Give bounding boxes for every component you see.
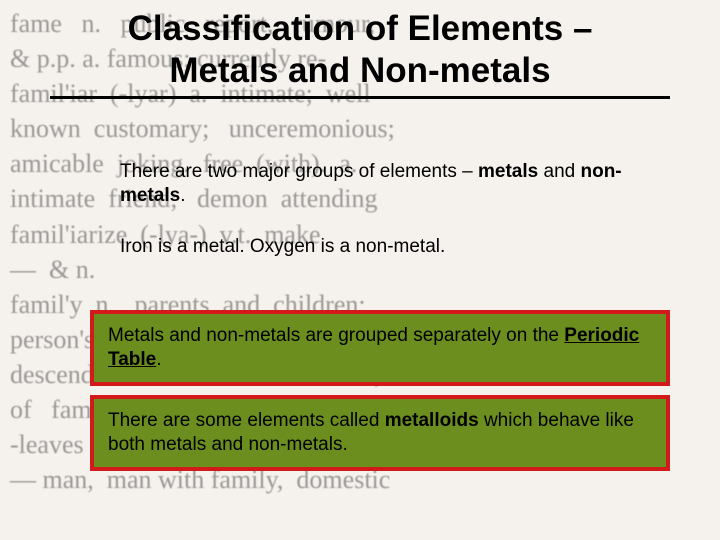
- box2-text-pre: There are some elements called: [108, 410, 385, 431]
- highlight-box-1: Metals and non-metals are grouped separa…: [90, 310, 670, 386]
- para2-text: Iron is a metal. Oxygen is a non-metal.: [120, 236, 445, 257]
- para1-text-mid: and: [538, 161, 580, 182]
- para1-bold-metals: metals: [478, 161, 538, 182]
- title-line-1: Classification of Elements –: [128, 9, 593, 48]
- box1-text-pre: Metals and non-metals are grouped separa…: [108, 325, 564, 346]
- box2-bold-metalloids: metalloids: [385, 410, 479, 431]
- para1-text-post: .: [180, 185, 185, 206]
- slide-content: Classification of Elements – Metals and …: [0, 0, 720, 540]
- highlight-box-2: There are some elements called metalloid…: [90, 395, 670, 471]
- paragraph-1: There are two major groups of elements –…: [120, 160, 660, 208]
- title-line-2: Metals and Non-metals: [169, 51, 550, 90]
- para1-text-pre: There are two major groups of elements –: [120, 161, 478, 182]
- slide-title: Classification of Elements – Metals and …: [50, 8, 670, 99]
- paragraph-2: Iron is a metal. Oxygen is a non-metal.: [120, 235, 660, 259]
- box1-text-post: .: [156, 349, 161, 370]
